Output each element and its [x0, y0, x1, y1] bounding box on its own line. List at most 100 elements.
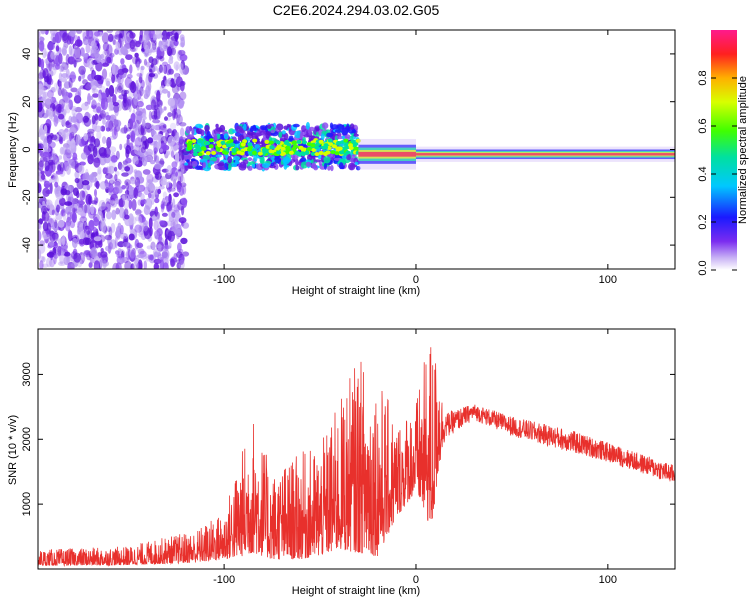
spectrogram-noise-speckle: [169, 39, 175, 48]
spectrogram-noise-speckle: [71, 237, 78, 249]
spectrogram-noise-speckle: [98, 114, 102, 122]
spectrogram-noise-speckle: [42, 187, 50, 197]
spectrogram-noise-speckle: [123, 124, 128, 134]
spectrogram-noise-speckle: [119, 30, 125, 39]
spectrogram-noise-speckle: [108, 183, 114, 193]
spectrogram-noise-speckle: [178, 49, 186, 56]
spectrogram-noise-speckle: [159, 148, 163, 153]
spectrogram-noise-speckle: [114, 236, 118, 249]
spectrogram-noise-speckle: [63, 81, 71, 89]
spectrogram-noise-speckle: [128, 82, 136, 91]
spectrogram-noise-speckle: [161, 30, 168, 42]
spectrogram-noise-speckle: [88, 195, 92, 205]
spectrogram-noise-speckle: [138, 231, 145, 238]
spectrogram-noise-speckle: [82, 31, 87, 42]
spectrogram-noise-speckle: [54, 181, 59, 188]
spectrogram-noise-speckle: [82, 79, 88, 85]
spectrogram-noise-speckle: [59, 253, 64, 265]
spectrogram-noise-speckle: [126, 127, 132, 132]
spectrogram-signal-cell: [346, 123, 350, 131]
spectrogram-noise-speckle: [56, 204, 60, 213]
spectrogram-noise-speckle: [146, 245, 153, 250]
spectrogram-noise-speckle: [105, 166, 112, 174]
spectrogram-noise-speckle: [175, 259, 183, 264]
spectrogram-noise-speckle: [69, 127, 77, 135]
spectrogram-signal-cell: [197, 152, 203, 157]
spectrogram-noise-speckle: [78, 75, 82, 82]
spectrogram-noise-speckle: [178, 259, 185, 269]
spectrogram-noise-speckle: [38, 40, 45, 52]
spectrogram-noise-speckle: [173, 61, 180, 71]
spectrogram-signal-cell: [185, 126, 191, 134]
colorbar-label: Normalized spectral amplitude: [737, 76, 749, 224]
spectrogram-noise-speckle: [86, 131, 95, 139]
colorbar-tick-label: 0.0: [697, 260, 709, 275]
spectrogram-noise-speckle: [91, 45, 99, 51]
spectrogram-panel: -100 0 100 -40 -20 0 20 40 Height of straight l…: [7, 29, 676, 297]
spectrogram-x-axis-label: Height of straight line (km): [292, 285, 420, 297]
spectrogram-noise-speckle: [38, 72, 44, 80]
spectrogram-noise-speckle: [81, 102, 90, 111]
spectrogram-noise-speckle: [153, 147, 158, 155]
spectrogram-noise-speckle: [125, 157, 132, 164]
spectrogram-noise-speckle: [82, 115, 90, 123]
spectrogram-noise-speckle: [47, 141, 56, 149]
spectrogram-noise-speckle: [171, 84, 180, 94]
spectrogram-signal-cell: [349, 123, 355, 130]
spectrogram-noise-speckle: [38, 96, 46, 103]
spectrogram-signal-cell: [333, 157, 341, 161]
spectrogram-noise-speckle: [101, 68, 108, 80]
spectrogram-noise-speckle: [94, 31, 101, 37]
spectrogram-signal-cell: [354, 161, 359, 166]
spectrogram-noise-speckle: [89, 247, 98, 259]
spectrogram-noise-speckle: [38, 132, 42, 137]
spectrogram-signal-cell: [334, 151, 340, 156]
spectrogram-noise-speckle: [50, 51, 57, 60]
spectrogram-noise-speckle: [83, 249, 91, 257]
spectrogram-noise-speckle: [100, 125, 106, 132]
spectrogram-noise-speckle: [134, 156, 139, 165]
spectrogram-noise-speckle: [87, 113, 92, 119]
spectrogram-noise-speckle: [112, 94, 117, 104]
spectrogram-noise-speckle: [172, 198, 176, 208]
spectrogram-noise-speckle: [155, 244, 163, 249]
spectrogram-noise-speckle: [177, 242, 182, 252]
spectrogram-noise-speckle: [145, 179, 153, 191]
spectrogram-noise-speckle: [98, 92, 102, 102]
spectrogram-signal-cell: [228, 163, 232, 170]
spectrogram-noise-speckle: [63, 91, 71, 104]
spectrogram-noise-speckle: [58, 261, 66, 267]
spectrogram-noise-speckle: [148, 73, 156, 78]
spectrogram-noise-speckle: [68, 77, 73, 89]
spectrogram-noise-speckle: [161, 39, 169, 47]
spectrogram-noise-speckle: [140, 125, 145, 136]
spectrogram-noise-speckle: [62, 32, 68, 42]
spectrogram-signal-cell: [236, 150, 242, 155]
spectrogram-signal-cell: [278, 131, 283, 138]
spectrogram-noise-speckle: [90, 67, 94, 72]
spectrogram-noise-speckle: [52, 221, 59, 232]
spectrogram-noise-speckle: [121, 185, 126, 190]
spectrogram-signal-cell: [339, 162, 344, 170]
spectrogram-noise-speckle: [65, 144, 71, 149]
spectrogram-noise-speckle: [105, 201, 111, 213]
spectrogram-noise-speckle: [47, 89, 54, 99]
spectrogram-noise-speckle: [124, 214, 130, 220]
spectrogram-noise-speckle: [48, 78, 54, 85]
spectrogram-noise-speckle: [154, 231, 160, 239]
spectrogram-signal-cell: [209, 161, 215, 165]
spectrogram-noise-speckle: [102, 151, 108, 158]
spectrogram-noise-speckle: [51, 159, 56, 166]
spectrogram-noise-speckle: [114, 174, 118, 182]
spectrogram-noise-speckle: [161, 197, 166, 210]
spectrogram-signal-cell: [184, 164, 189, 171]
spectrogram-signal-cell: [252, 138, 258, 143]
spectrogram-signal-cell: [243, 123, 247, 131]
spectrogram-noise-speckle: [110, 155, 118, 163]
spectrogram-noise-speckle: [153, 262, 159, 269]
spectrogram-noise-speckle: [145, 85, 151, 98]
spectrogram-noise-speckle: [156, 228, 163, 237]
spectrogram-noise-speckle: [42, 91, 49, 98]
spectrogram-signal-cell: [202, 162, 206, 169]
spectrogram-noise-speckle: [83, 133, 89, 142]
